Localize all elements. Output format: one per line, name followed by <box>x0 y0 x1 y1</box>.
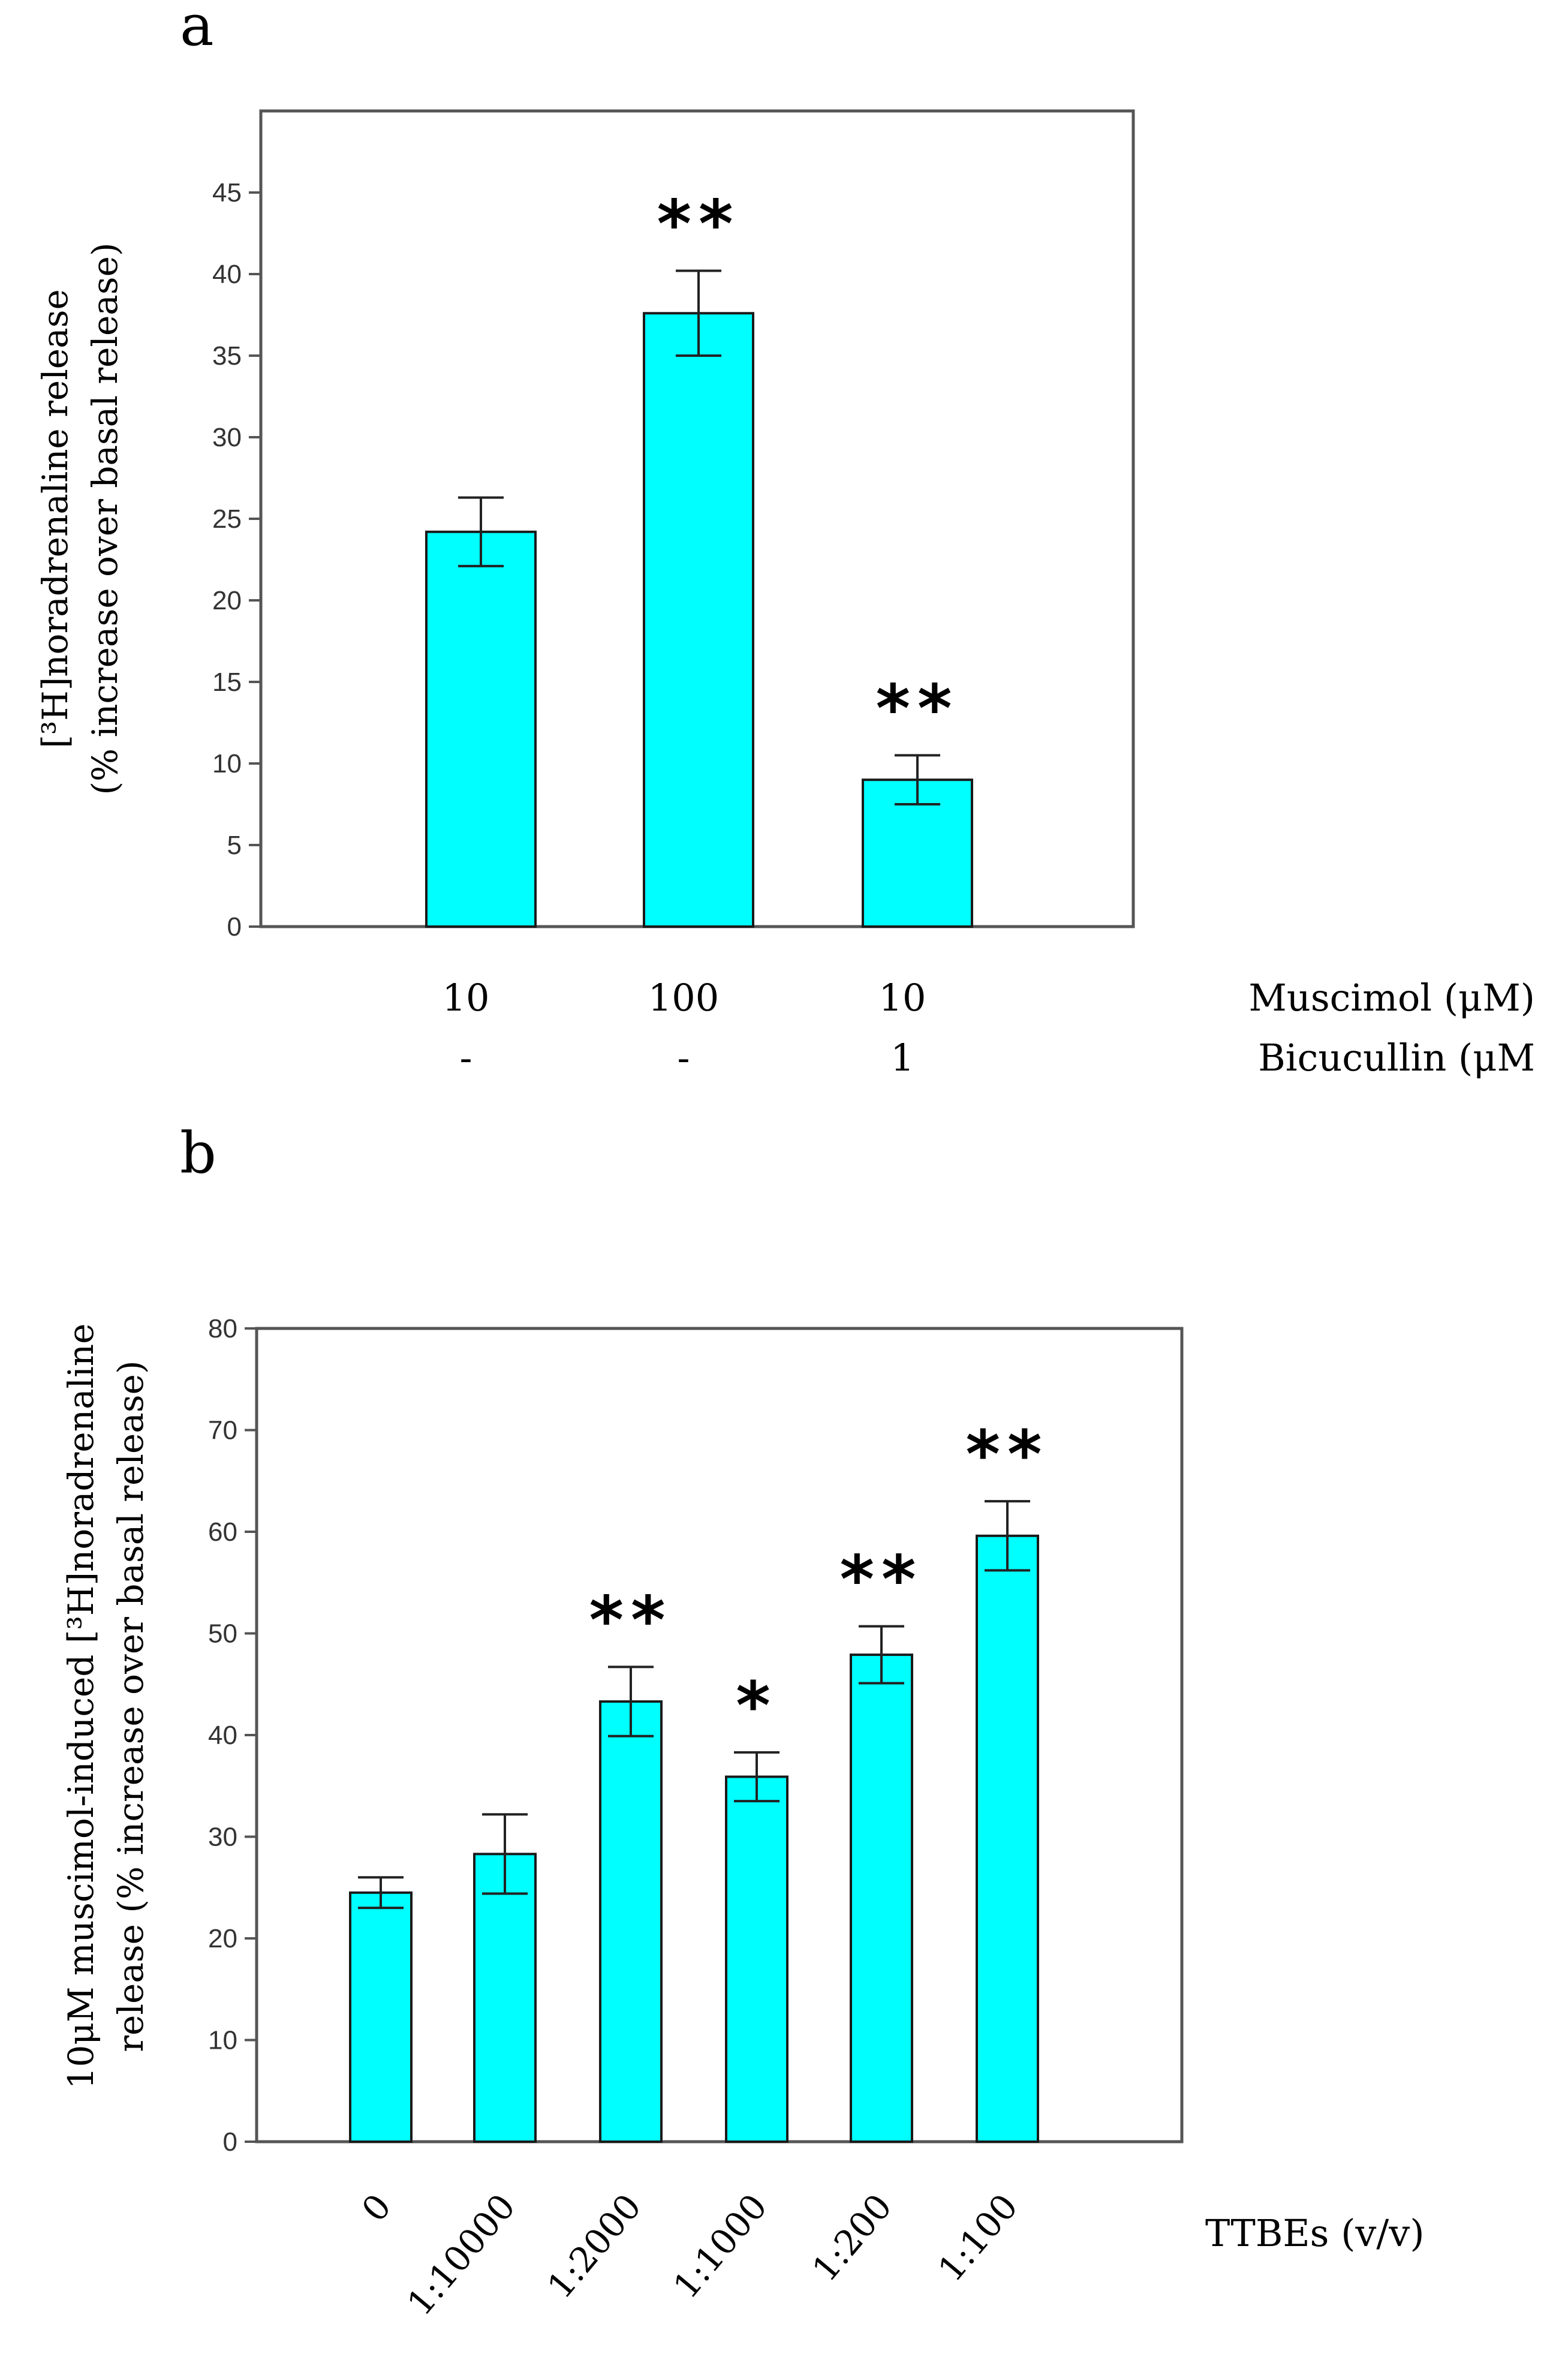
a-ytick-label: 15 <box>212 668 242 697</box>
b-bar <box>473 1853 537 2143</box>
panel-b-xtick-label: 0 <box>354 2186 399 2229</box>
panel-a-condition-value: 10 <box>879 976 926 1020</box>
b-ytick-label: 20 <box>208 1924 237 1953</box>
panel-b-xtick-label: 1:10000 <box>399 2186 523 2323</box>
b-bar <box>850 1654 913 2143</box>
a-ytick-label: 30 <box>212 423 242 452</box>
panel-a-label: a <box>180 0 214 59</box>
a-bar <box>643 312 754 928</box>
b-ytick-label: 60 <box>208 1517 237 1547</box>
b-bar <box>725 1775 788 2143</box>
panel-b-xtick-label: 1:100 <box>930 2186 1026 2289</box>
a-ytick-label: 0 <box>227 912 242 942</box>
panel-a-condition-value: 100 <box>648 976 719 1020</box>
panel-a-condition-value: 1 <box>890 1036 914 1080</box>
panel-b-label: b <box>180 1120 216 1186</box>
panel-a-condition-row-label: Bicucullin (μM <box>1258 1036 1535 1080</box>
panel-a-condition-value: 10 <box>443 976 490 1020</box>
panel-a-condition-value: - <box>460 1036 472 1080</box>
a-ytick-label: 40 <box>212 260 242 289</box>
panel-b-chart: b 10μM muscimol-induced [³H]noradrenalin… <box>61 1120 1425 2323</box>
panel-b-ylabel-line2: release (% increase over basal release) <box>110 1360 151 2052</box>
panel-b-xtick-label: 1:2000 <box>539 2186 649 2306</box>
panel-a-condition-row-label: Muscimol (μM) <box>1248 976 1535 1020</box>
b-ytick-label: 50 <box>208 1619 237 1649</box>
b-bar <box>976 1534 1039 2143</box>
a-ytick-label: 10 <box>212 749 242 778</box>
panel-a-condition-value: - <box>678 1036 690 1080</box>
a-significance-marker: ** <box>657 186 740 263</box>
b-ytick-label: 30 <box>208 1823 237 1852</box>
a-bar <box>425 530 537 928</box>
b-ytick-label: 10 <box>208 2026 237 2055</box>
b-ytick-label: 40 <box>208 1721 237 1750</box>
panel-a-ylabel-line1: [³H]noradrenaline release <box>35 289 76 748</box>
b-ytick-label: 80 <box>208 1314 237 1343</box>
b-bar <box>349 1891 413 2143</box>
a-ytick-label: 35 <box>212 341 242 371</box>
panel-a-chart: a [³H]noradrenaline release (% increase … <box>35 0 1535 1080</box>
b-bar <box>599 1700 663 2143</box>
a-bar <box>862 778 973 928</box>
panel-b-ylabel-line1: 10μM muscimol-induced [³H]noradrenaline <box>61 1324 101 2090</box>
b-significance-marker: * <box>736 1667 778 1744</box>
a-ytick-label: 45 <box>212 178 242 208</box>
a-ytick-label: 5 <box>227 831 242 860</box>
panel-b-xtick-label: 1:200 <box>804 2186 900 2289</box>
b-significance-marker: ** <box>589 1582 672 1658</box>
panel-a-ylabel-line2: (% increase over basal release) <box>85 242 125 795</box>
b-significance-marker: ** <box>839 1541 923 1618</box>
panel-b-xlabel: TTBEs (v/v) <box>1205 2211 1425 2255</box>
b-ytick-label: 0 <box>223 2127 237 2157</box>
a-ytick-label: 25 <box>212 504 242 534</box>
panel-b-xtick-label: 1:1000 <box>665 2186 775 2306</box>
a-ytick-label: 20 <box>212 586 242 615</box>
b-significance-marker: ** <box>965 1416 1049 1493</box>
b-ytick-label: 70 <box>208 1416 237 1445</box>
a-significance-marker: ** <box>875 670 959 747</box>
